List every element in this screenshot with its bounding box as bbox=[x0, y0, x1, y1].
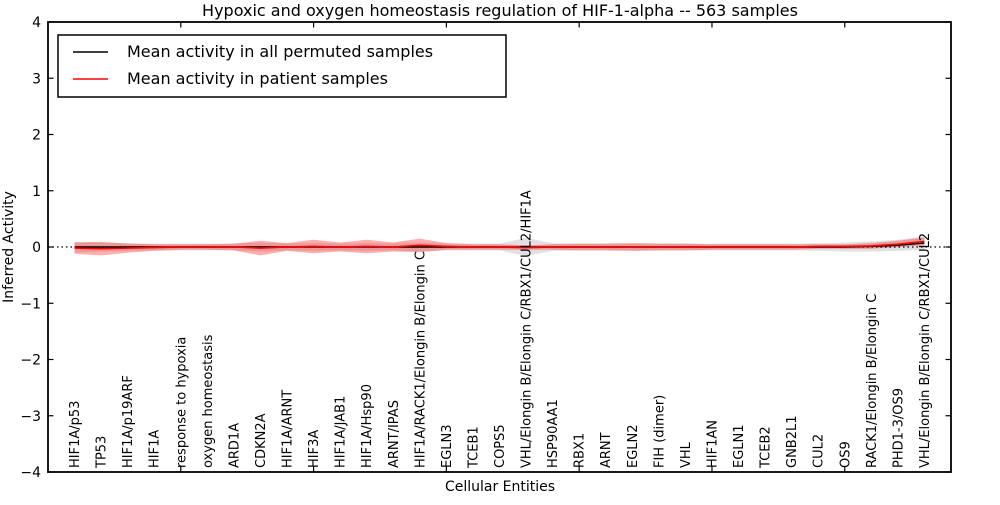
band-permuted bbox=[74, 236, 925, 256]
x-category-label: EGLN3 bbox=[440, 424, 455, 468]
y-tick-label: 2 bbox=[32, 128, 41, 144]
x-category-label: RACK1/Elongin B/Elongin C bbox=[865, 294, 880, 468]
x-category-label: CUL2 bbox=[812, 434, 827, 468]
x-axis-label: Cellular Entities bbox=[445, 479, 555, 495]
x-category-label: HIF1A/p53 bbox=[68, 401, 83, 468]
x-category-label: CDKN2A bbox=[254, 413, 269, 468]
x-category-label: HIF1A/ARNT bbox=[281, 390, 296, 468]
legend-box bbox=[57, 34, 507, 98]
x-category-label: VHL/Elongin B/Elongin C/RBX1/CUL2 bbox=[918, 233, 933, 468]
chart-title: Hypoxic and oxygen homeostasis regulatio… bbox=[202, 1, 798, 20]
y-tick-label: 4 bbox=[32, 15, 41, 31]
x-category-label: EGLN2 bbox=[626, 424, 641, 468]
x-category-label: HIF1A/JAB1 bbox=[334, 396, 349, 468]
x-category-label: HIF1A bbox=[148, 430, 163, 468]
y-tick-labels: −4 −3 −2 −1 0 1 2 3 4 bbox=[20, 15, 41, 481]
x-category-label: ARNT bbox=[599, 432, 614, 468]
x-category-label: TCEB1 bbox=[466, 426, 481, 469]
x-category-label: oxygen homeostasis bbox=[201, 334, 216, 468]
line-patient bbox=[74, 240, 925, 250]
y-tick-label: 0 bbox=[32, 240, 41, 256]
y-tick-label: 3 bbox=[32, 71, 41, 87]
legend-label-permuted-samples: Mean activity in all permuted samples bbox=[127, 42, 433, 61]
y-axis-label: Inferred Activity bbox=[1, 191, 17, 303]
y-tick-label: −1 bbox=[20, 296, 41, 312]
x-category-label: RBX1 bbox=[573, 433, 588, 468]
x-category-label: VHL bbox=[679, 441, 694, 468]
x-category-labels: HIF1A/p53 TP53 HIF1A/p19ARF HIF1A response t… bbox=[68, 190, 933, 469]
x-category-label: HIF1A/RACK1/Elongin B/Elongin C bbox=[413, 251, 428, 468]
axes-ticks bbox=[48, 21, 951, 473]
x-category-label: EGLN1 bbox=[732, 424, 747, 468]
x-category-label: COPS5 bbox=[493, 424, 508, 468]
y-tick-label: −2 bbox=[20, 353, 41, 369]
y-tick-label: −3 bbox=[20, 409, 41, 425]
x-category-label: GNB2L1 bbox=[785, 415, 800, 468]
x-category-label: HIF1A/p19ARF bbox=[121, 375, 136, 468]
x-category-label: VHL/Elongin B/Elongin C/RBX1/CUL2/HIF1A bbox=[520, 190, 535, 468]
x-category-label: FIH (dimer) bbox=[652, 395, 667, 468]
y-tick-label: −4 bbox=[20, 465, 41, 481]
x-category-label: HIF3A bbox=[307, 430, 322, 468]
y-tick-label: 1 bbox=[32, 184, 41, 200]
x-category-label: HIF1AN bbox=[706, 420, 721, 468]
x-category-label: OS9 bbox=[838, 441, 853, 468]
x-category-label: ARD1A bbox=[227, 423, 242, 468]
legend-label-patient-samples: Mean activity in patient samples bbox=[127, 69, 388, 88]
x-category-label: HIF1A/Hsp90 bbox=[360, 384, 375, 468]
x-category-label: PHD1-3/OS9 bbox=[891, 388, 906, 468]
x-category-label: TP53 bbox=[95, 436, 110, 469]
plot-area bbox=[48, 236, 951, 256]
legend: Mean activity in all permuted samples Me… bbox=[57, 34, 507, 98]
x-category-label: HSP90AA1 bbox=[546, 399, 561, 468]
x-category-label: response to hypoxia bbox=[174, 337, 189, 468]
x-category-label: TCEB2 bbox=[759, 426, 774, 469]
x-category-label: ARNT/IPAS bbox=[387, 400, 402, 468]
